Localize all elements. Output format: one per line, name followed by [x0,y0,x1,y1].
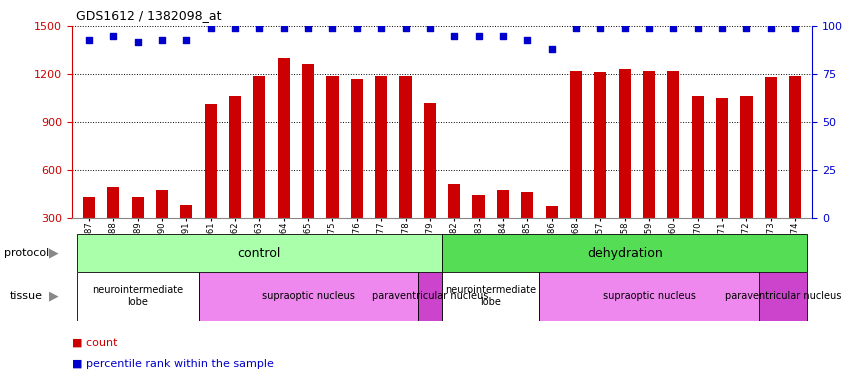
Bar [132,197,144,266]
Text: ■ percentile rank within the sample: ■ percentile rank within the sample [72,359,274,369]
Bar [277,58,290,266]
Point [739,25,753,31]
Bar [546,206,558,266]
Bar [759,272,807,321]
Bar [716,98,728,266]
Point [569,25,583,31]
Text: supraoptic nucleus: supraoptic nucleus [602,291,695,301]
Bar [107,187,119,266]
Point [788,25,802,31]
Point [472,33,486,39]
Text: control: control [238,247,281,259]
Bar [570,71,582,266]
Point [496,33,509,39]
Point [618,25,631,31]
Point [204,25,217,31]
Bar [77,272,199,321]
Point [253,25,266,31]
Point [82,37,96,43]
Bar [156,190,168,266]
Point [301,25,315,31]
Bar [448,184,460,266]
Point [228,25,242,31]
Bar [789,76,801,266]
Bar [199,272,418,321]
Bar [229,96,241,266]
Point [691,25,705,31]
Point [642,25,656,31]
Point [545,46,558,52]
Text: GDS1612 / 1382098_at: GDS1612 / 1382098_at [76,9,222,22]
Bar [375,76,387,266]
Bar [77,234,442,272]
Bar [643,71,655,266]
Text: neurointermediate
lobe: neurointermediate lobe [445,285,536,307]
Bar [594,72,607,266]
Point [594,25,607,31]
Point [423,25,437,31]
Point [448,33,461,39]
Text: supraoptic nucleus: supraoptic nucleus [261,291,354,301]
Bar [399,76,412,266]
Bar [521,192,533,266]
Point [764,25,777,31]
Bar [424,103,436,266]
Point [155,37,168,43]
Text: dehydration: dehydration [587,247,662,259]
Bar [205,104,217,266]
Point [350,25,364,31]
Point [398,25,412,31]
Bar [442,272,540,321]
Point [179,37,193,43]
Text: paraventricular nucleus: paraventricular nucleus [371,291,488,301]
Point [326,25,339,31]
Point [667,25,680,31]
Point [716,25,729,31]
Text: ■ count: ■ count [72,338,118,348]
Bar [442,234,807,272]
Bar [765,77,777,266]
Bar [472,195,485,266]
Point [277,25,290,31]
Point [131,39,145,45]
Point [520,37,534,43]
Text: paraventricular nucleus: paraventricular nucleus [725,291,841,301]
Bar [618,69,631,266]
Bar [327,76,338,266]
Bar [302,64,314,266]
Point [107,33,120,39]
Bar [692,96,704,266]
Bar [253,76,266,266]
Bar [83,197,95,266]
Text: ▶: ▶ [48,247,58,259]
Bar [180,205,192,266]
Text: neurointermediate
lobe: neurointermediate lobe [92,285,184,307]
Point [375,25,388,31]
Bar [667,71,679,266]
Bar [540,272,759,321]
Bar [418,272,442,321]
Text: tissue: tissue [10,291,43,301]
Bar [351,79,363,266]
Bar [740,96,752,266]
Text: protocol: protocol [4,248,49,258]
Bar [497,190,509,266]
Text: ▶: ▶ [48,290,58,303]
